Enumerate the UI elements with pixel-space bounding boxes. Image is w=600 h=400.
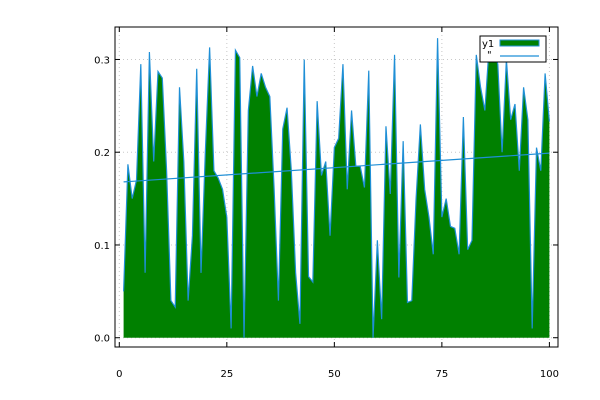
- legend-swatch-area: [499, 39, 540, 47]
- y-tick-label: 0.3: [94, 55, 110, 66]
- x-tick-label: 0: [116, 369, 122, 380]
- x-tick-label: 75: [436, 369, 449, 380]
- area-fill: [123, 38, 550, 338]
- legend-label-y1: y1: [482, 39, 494, 50]
- area-outline: [123, 38, 550, 338]
- trend-line: [123, 152, 550, 183]
- y-tick-label: 0.0: [94, 334, 110, 345]
- x-tick-label: 50: [328, 369, 341, 380]
- y-tick-label: 0.1: [94, 241, 110, 252]
- y-tick-label: 0.2: [94, 148, 110, 159]
- area-series: [123, 38, 550, 338]
- line-series: [123, 152, 550, 183]
- plot-frame: [114, 26, 559, 348]
- legend-label-line: ": [487, 50, 492, 61]
- x-tick-label: 25: [220, 369, 233, 380]
- legend: y1": [479, 35, 547, 63]
- axes: 0 25 50 75 100 0.0 0.1 0.2 0.3: [94, 26, 559, 380]
- x-tick-label: 100: [540, 369, 559, 380]
